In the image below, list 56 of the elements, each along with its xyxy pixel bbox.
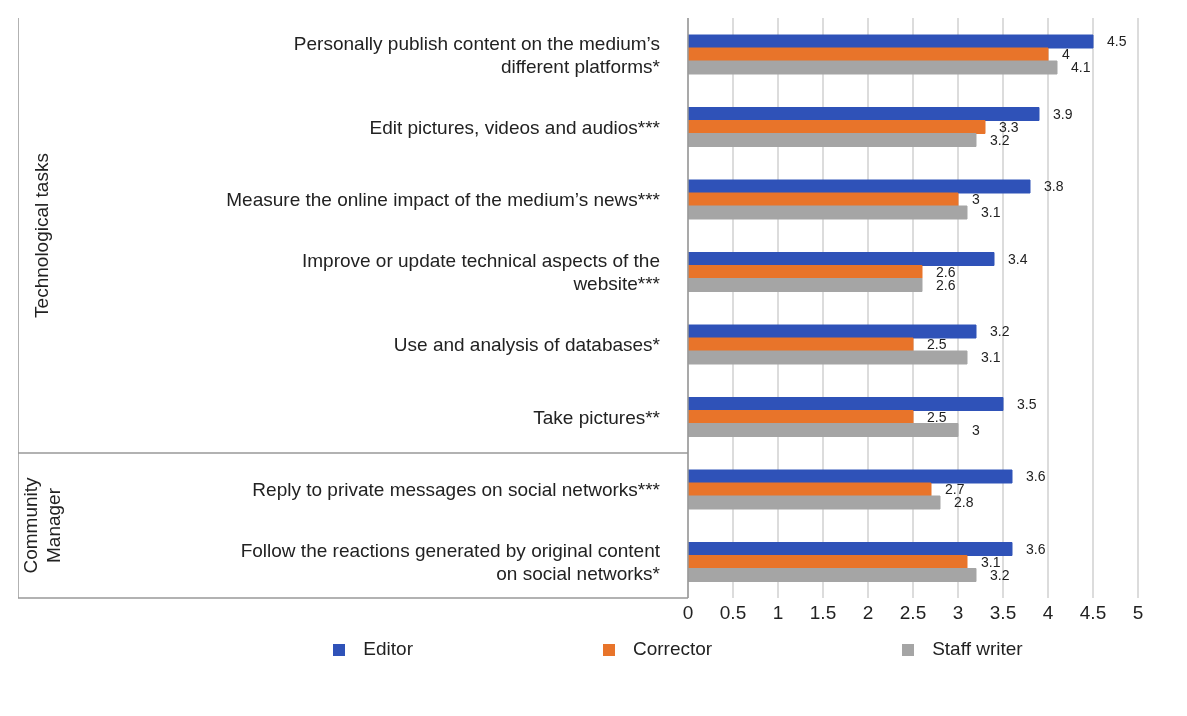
y-tick-label: Follow the reactions generated by original content on social networks* (240, 539, 661, 584)
text: Technological tasks (31, 153, 52, 318)
bar (688, 47, 1049, 62)
bar (688, 542, 1013, 556)
bar (688, 555, 968, 569)
x-tick-label: 0 (682, 602, 694, 624)
x-tick-label: 3 (952, 602, 964, 624)
x-tick-label: 0.5 (719, 602, 747, 624)
bar (688, 337, 914, 352)
x-tick-label: 2.5 (899, 602, 927, 624)
bar (688, 179, 1031, 194)
bar (688, 324, 977, 339)
data-label: 2.5 (927, 336, 947, 353)
bar (688, 192, 959, 207)
data-label: 3.4 (1008, 250, 1028, 267)
data-label: 2.5 (927, 408, 947, 425)
y-tick-label: Improve or update technical aspects of the website*** (301, 249, 661, 294)
x-tick-label: 4 (1042, 602, 1054, 624)
x-tick-label: 2 (862, 602, 874, 624)
x-tick-label: 5 (1132, 602, 1144, 624)
y-tick-label: Take pictures** (533, 406, 661, 428)
data-label: 3.1 (981, 349, 1001, 366)
bar (688, 469, 1013, 484)
y-tick-label: Reply to private messages on social networks*** (252, 478, 661, 500)
x-tick-label: 1 (772, 602, 784, 624)
bar (688, 410, 914, 424)
data-label: 3 (972, 191, 980, 208)
bar (688, 34, 1094, 49)
data-label: 3.6 (1026, 468, 1046, 485)
x-tick-label: 1.5 (809, 602, 837, 624)
bar (688, 107, 1040, 121)
data-label: 3.9 (1053, 105, 1073, 122)
y-tick-label: Measure the online impact of the medium’s news*** (226, 188, 661, 210)
y-tick-label: Use and analysis of databases* (393, 333, 661, 355)
data-label: 3.5 (1017, 395, 1037, 412)
data-label: 3.2 (990, 323, 1010, 340)
x-tick-label: 4.5 (1079, 602, 1107, 624)
legend-label: Corrector (632, 638, 713, 659)
y-tick-label: Edit pictures, videos and audios*** (369, 116, 661, 138)
x-tick-label: 3.5 (989, 602, 1017, 624)
legend-label: Editor (363, 638, 413, 659)
data-label: 3.1 (981, 204, 1001, 221)
data-label: 4.5 (1107, 33, 1127, 50)
legend-label: Staff writer (932, 638, 1023, 659)
bar (688, 252, 995, 266)
text: Community Manager (19, 476, 64, 574)
y-tick-label: Personally publish content on the medium’s different platforms* (293, 32, 661, 77)
bar (688, 397, 1004, 411)
bar (688, 482, 932, 497)
data-label: 4 (1062, 46, 1070, 63)
data-label: 3 (972, 421, 980, 438)
bar (688, 265, 923, 279)
bar (688, 120, 986, 134)
data-label: 3.8 (1044, 178, 1064, 195)
data-label: 3.6 (1026, 540, 1046, 557)
data-label: 4.1 (1071, 59, 1091, 76)
